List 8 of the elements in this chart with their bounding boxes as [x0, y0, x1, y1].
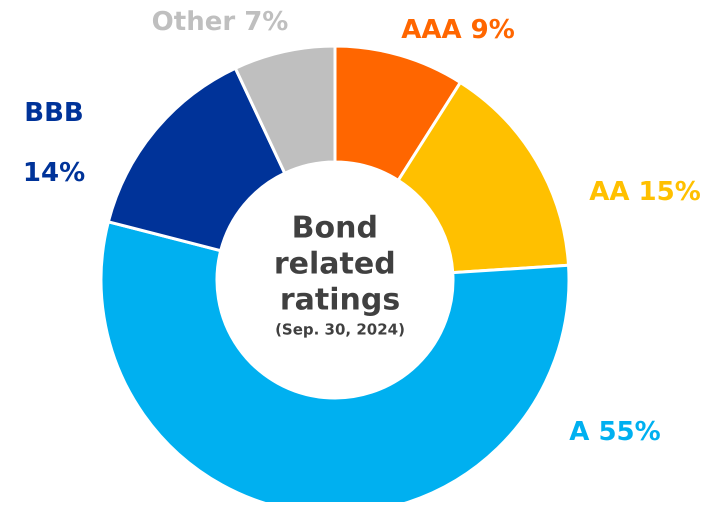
slice-label: Other 7%: [152, 7, 288, 37]
slice-label: A 55%: [569, 417, 661, 447]
text: (Sep. 30, 2024): [275, 320, 405, 338]
data-label: 14%: [22, 158, 86, 188]
slice-label: BBB: [24, 98, 84, 128]
text: Bond related ratings: [274, 210, 406, 318]
slice-label: AAA 9%: [401, 15, 515, 45]
slice-label: AA 15%: [589, 177, 701, 207]
